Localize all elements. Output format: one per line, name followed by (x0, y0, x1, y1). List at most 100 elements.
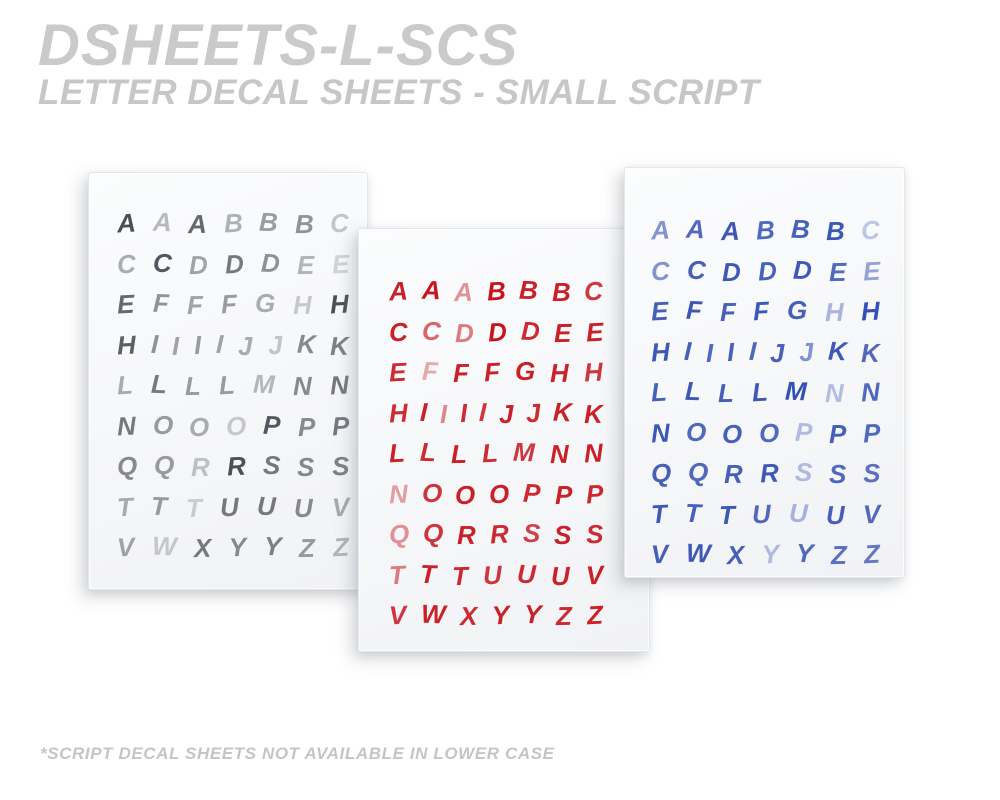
decal-letter: D (520, 315, 541, 347)
decal-letter: O (685, 416, 707, 448)
decal-letter: A (421, 274, 441, 306)
decal-letter: C (583, 275, 604, 307)
decal-letter: D (756, 255, 778, 287)
decal-letter: H (549, 358, 570, 389)
decal-letter: T (419, 558, 437, 590)
decal-letter: C (388, 316, 409, 348)
decal-letter: K (860, 337, 881, 368)
decal-letter: I (215, 328, 225, 359)
decal-letter: L (388, 437, 406, 469)
decal-letter: N (860, 376, 881, 408)
decal-letter: J (770, 337, 786, 368)
decal-letter: W (420, 598, 447, 630)
decal-letter: I (726, 336, 736, 367)
decal-letter: P (828, 418, 847, 449)
decal-letter: D (224, 248, 245, 280)
decal-letter: L (450, 439, 468, 470)
decal-letter: N (388, 478, 409, 510)
decal-letter: R (226, 450, 247, 482)
decal-letter: T (185, 492, 202, 523)
decal-letter: H (292, 290, 313, 321)
decal-letter: Z (830, 540, 848, 571)
decal-letter: S (554, 520, 572, 551)
decal-letter: Q (650, 457, 673, 489)
decal-letter: E (388, 356, 408, 388)
decal-letter: J (238, 330, 254, 361)
decal-letter: F (421, 355, 438, 387)
decal-letter: X (460, 601, 478, 632)
decal-letter: K (552, 396, 573, 428)
decal-letter: I (419, 396, 429, 427)
decal-letter: F (152, 287, 169, 319)
decal-letter: D (721, 256, 742, 287)
decal-letter: K (583, 398, 604, 429)
decal-letter: Q (687, 456, 709, 488)
decal-letter: L (750, 376, 769, 408)
decal-letter: E (116, 288, 136, 320)
decal-letter: H (583, 356, 604, 388)
decal-letter: E (330, 248, 350, 280)
decal-letter: N (116, 410, 137, 442)
decal-letter: O (421, 477, 443, 509)
decal-letter: I (683, 335, 692, 366)
decal-letter: T (451, 560, 468, 591)
decal-letter: V (584, 559, 604, 591)
decal-letter: I (172, 330, 180, 361)
decal-letter: Y (228, 531, 248, 563)
decal-letter: T (718, 499, 735, 530)
decal-letter: U (551, 560, 571, 591)
decal-letter: L (150, 368, 168, 400)
decal-letter: M (784, 375, 808, 407)
decal-letter: I (705, 337, 714, 368)
decal-letter: V (650, 538, 670, 570)
decal-letter: U (482, 559, 503, 591)
page-title: DSHEETS-L-SCS (38, 13, 519, 78)
decal-letter: J (266, 329, 283, 361)
decal-letter: I (439, 398, 448, 429)
decal-letter: Z (863, 538, 881, 570)
decal-letter: T (684, 497, 702, 529)
decal-letter: F (719, 297, 736, 328)
decal-letter: T (150, 490, 168, 522)
decal-letter: C (152, 247, 173, 279)
decal-letter: Q (153, 449, 176, 481)
decal-letter: C (686, 254, 706, 286)
decal-letter: P (297, 411, 316, 442)
decal-letter: H (116, 329, 137, 361)
decal-letter: Y (263, 530, 283, 562)
decal-letter: V (861, 498, 881, 530)
decal-letter: K (827, 335, 848, 367)
decal-letter: D (487, 316, 508, 348)
decal-letter: Q (422, 517, 445, 549)
decal-letter: S (794, 456, 813, 488)
decal-letter: F (452, 358, 469, 389)
decal-letter: G (254, 287, 276, 319)
decal-letter: N (329, 369, 350, 401)
decal-letter: S (861, 457, 881, 489)
decal-letter: E (650, 295, 670, 327)
decal-letter: R (758, 457, 780, 489)
decal-letter: V (330, 491, 350, 523)
decal-letter: L (684, 375, 702, 407)
decal-letter: G (786, 294, 808, 326)
decal-letter: H (388, 397, 409, 429)
decal-letter: U (516, 558, 537, 590)
decal-letter: L (419, 436, 437, 468)
decal-letter: Q (116, 450, 139, 482)
decal-letter: U (825, 499, 845, 530)
decal-letter: I (150, 328, 159, 359)
decal-letter: Z (586, 599, 604, 631)
decal-letter: U (294, 492, 314, 523)
